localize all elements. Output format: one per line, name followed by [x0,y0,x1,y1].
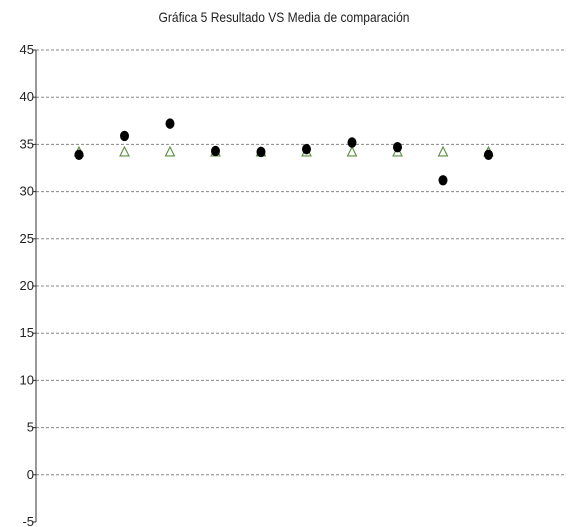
result-point [438,175,448,186]
y-tick-label: 10 [20,372,34,387]
result-point [120,130,129,142]
comparison-mean-triangle [119,145,130,157]
y-tick-label: 15 [20,325,34,340]
y-tick-label: 0 [27,467,34,482]
result-point [393,142,402,153]
y-tick-label: 20 [20,278,34,293]
chart-title: Gráfica 5 Resultado VS Media de comparac… [158,9,410,25]
y-tick-label: 25 [20,231,34,246]
comparison-mean-triangle [346,145,358,157]
comparison-mean-triangle [437,145,449,157]
result-point [347,137,357,148]
y-tick-label: -5 [22,514,34,527]
result-point [74,149,84,160]
y-tick-label: 5 [27,420,34,435]
y-tick-label: 35 [20,136,34,151]
result-point [165,118,175,129]
comparison-mean-triangle [164,145,176,157]
y-tick-label: 45 [20,42,34,57]
result-point [302,143,311,155]
result-point [211,145,220,157]
y-tick-label: 40 [20,89,34,104]
result-point [256,146,266,158]
result-point [484,149,493,160]
y-tick-label: 30 [20,184,34,199]
